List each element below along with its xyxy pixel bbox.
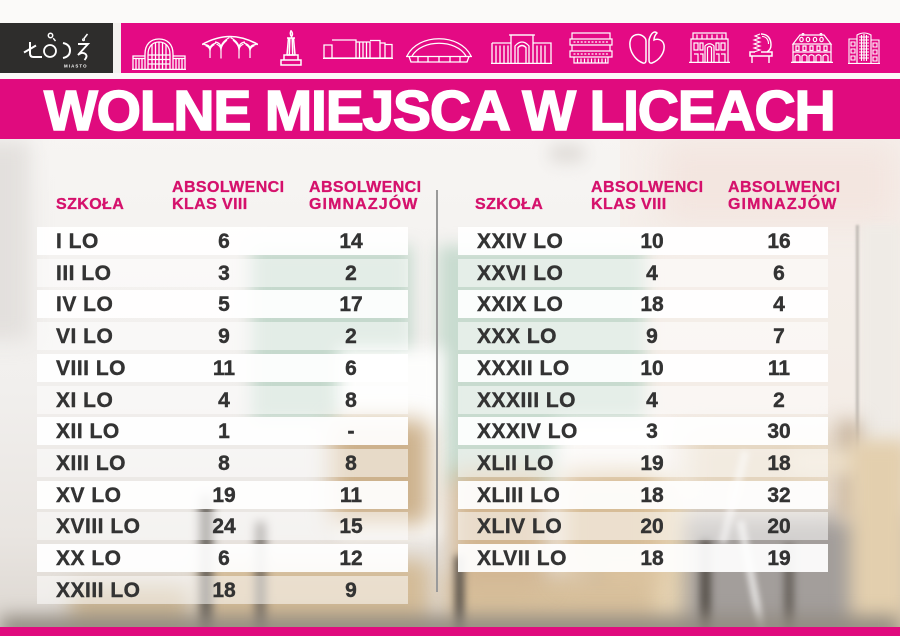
svg-text:MIASTO: MIASTO xyxy=(64,64,88,69)
